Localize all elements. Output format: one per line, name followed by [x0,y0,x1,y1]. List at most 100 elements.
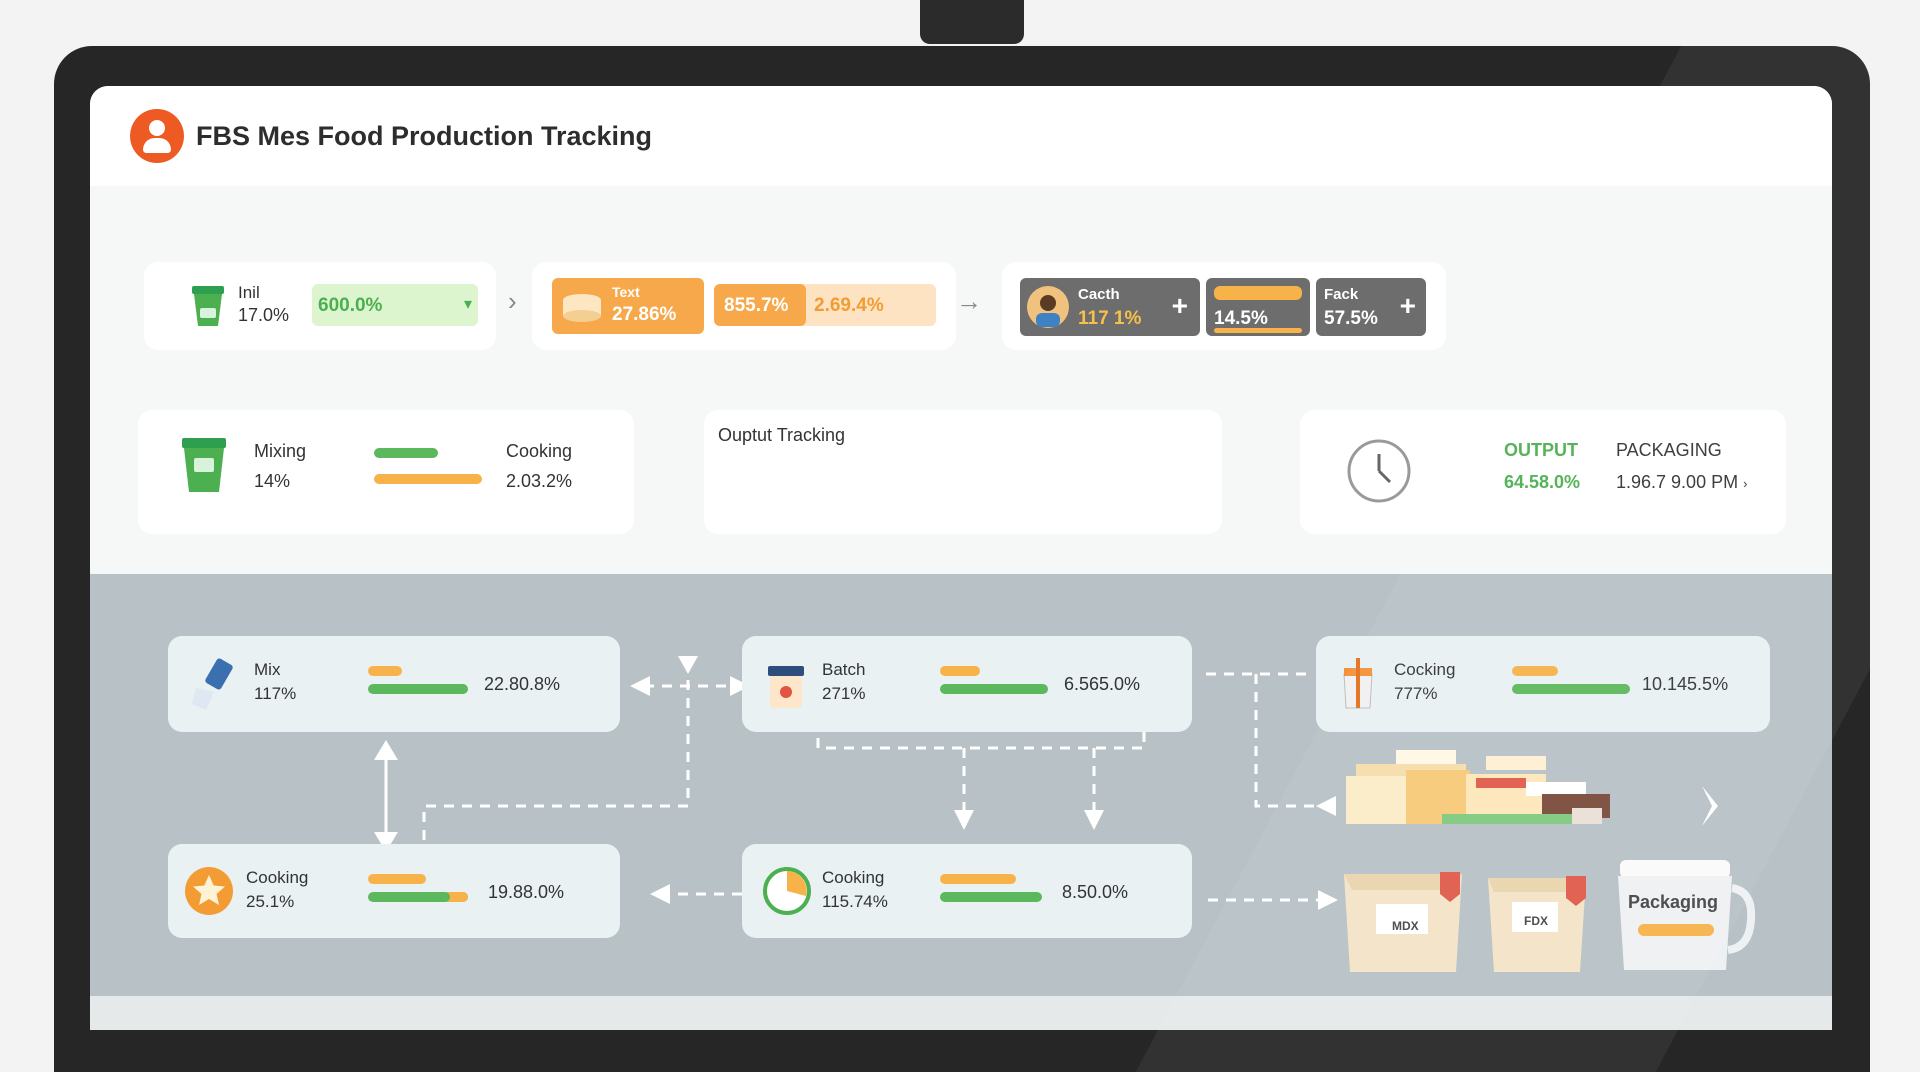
fack-label: Fack [1324,286,1359,303]
cooking-a-label: Cooking [246,868,309,887]
mid-chip-top-bar [1214,286,1302,300]
text-bar-right-value: 2.69.4% [814,295,884,316]
star-icon [185,867,233,915]
screen: FBS Mes Food Production Tracking Inil 17… [90,86,1832,1030]
text-chip-value: 27.86% [612,304,677,325]
cocking-pct: 777% [1394,684,1438,703]
cooking-b-label: Cooking [822,868,885,887]
chevron-right-icon: › [508,286,517,316]
avatar-icon [1027,286,1069,328]
mixing-label: Mixing [254,441,307,461]
catch-card[interactable]: Cacth 117 1% + 14.5% Fack 57.5% + [1002,262,1446,350]
cooking-b-orange-bar [940,874,1016,884]
packaging-value-text: 1.96.7 9.00 PM [1616,472,1739,492]
batch-pct: 271% [822,684,866,703]
inil-label: Inil [238,283,260,302]
cooking-a-card[interactable]: Cooking 25.1% 19.88.0% [168,844,620,938]
bucket-icon [192,286,224,326]
output-value: 64.58.0% [1504,472,1581,492]
output-tracking-title: Ouptut Tracking [718,425,846,445]
fdx-bag-icon [1488,876,1586,972]
packaging-value-suffix: › [1743,476,1748,491]
cooking-value: 2.03.2% [506,471,573,491]
packaging-label: PACKAGING [1616,440,1722,460]
text-chip-label: Text [612,284,640,300]
mixing-value: 14% [254,471,291,491]
cooking-label: Cooking [506,441,573,461]
fdx-bag-label: FDX [1524,914,1548,928]
cocking-green-bar [1512,684,1630,694]
monitor-bezel: FBS Mes Food Production Tracking Inil 17… [54,46,1870,1072]
mix-green-bar [368,684,468,694]
packaging-jar-label: Packaging [1628,892,1719,912]
mid-chip[interactable]: 14.5% [1206,278,1310,336]
cooking-b-pct: 115.74% [822,892,888,911]
mix-card[interactable]: Mix 117% 22.80.8% [168,636,620,732]
pie-timer-icon [763,867,811,915]
mix-pct: 117% [254,684,297,703]
process-panel: Mix 117% 22.80.8% Batch 271% [90,574,1832,996]
bucket-icon [182,438,226,492]
cooking-a-green-bar [368,892,468,902]
cocking-card[interactable]: Cocking 777% 10.145.5% [1316,636,1770,732]
cooking-a-pct: 25.1% [246,892,295,911]
batch-orange-bar [940,666,980,676]
mdx-bag-icon [1344,872,1462,972]
text-bar-left [714,284,806,326]
cooking-b-card[interactable]: Cooking 115.74% 8.50.0% [742,844,1192,938]
cooking-b-value: 8.50.0% [1062,882,1129,902]
cocking-value: 10.145.5% [1642,674,1729,694]
flow-connectors [374,656,1718,910]
mix-label: Mix [254,660,281,679]
cooking-progress-bar [374,474,482,484]
panel-footer [90,996,1832,1030]
inil-badge[interactable]: 600.0% ▾ [312,284,478,326]
mixing-card[interactable]: Mixing 14% Cooking 2.03.2% [138,410,634,534]
app-title: FBS Mes Food Production Tracking [196,120,653,151]
text-chip[interactable]: Text 27.86% [552,278,704,334]
mix-value: 22.80.8% [484,674,561,694]
fack-chip[interactable]: Fack 57.5% + [1316,278,1426,336]
spatula-icon [192,658,233,710]
inil-card[interactable]: Inil 17.0% 600.0% ▾ [144,262,496,350]
mdx-bag-label: MDX [1392,919,1419,933]
batch-green-bar [940,684,1048,694]
mixing-progress-bar [374,448,438,458]
catch-value: 117 1% [1078,308,1142,329]
text-bar-mid-value: 855.7% [724,295,789,316]
fack-value: 57.5% [1324,308,1378,329]
mid-chip-bottom-bar [1214,328,1302,333]
plus-icon[interactable]: + [1171,290,1188,321]
catch-chip[interactable]: Cacth 117 1% + [1020,278,1200,336]
arrow-down-icon: ▾ [463,296,472,313]
user-logo-icon[interactable] [130,109,184,163]
output-tracking-card[interactable]: Ouptut Tracking [704,410,1222,534]
batch-value: 6.565.0% [1064,674,1141,694]
batch-card[interactable]: Batch 271% 6.565.0% [742,636,1192,732]
cooking-b-green-bar [940,892,1042,902]
text-card[interactable]: Text 27.86% 855.7% 2.69.4% [532,262,956,350]
jar-icon [768,666,804,708]
inil-badge-value: 600.0% [318,295,383,316]
cocking-orange-bar [1512,666,1558,676]
inil-value: 17.0% [238,305,290,325]
text-bar[interactable]: 855.7% 2.69.4% [714,284,936,326]
catch-label: Cacth [1078,286,1120,303]
output-label: OUTPUT [1504,440,1578,460]
plus-icon[interactable]: + [1399,290,1416,321]
bottle-icon [1343,658,1373,709]
cooking-a-value: 19.88.0% [488,882,565,902]
packaging-jar-icon [1618,860,1756,970]
output-packaging-card[interactable]: OUTPUT 64.58.0% PACKAGING 1.96.7 9.00 PM… [1300,410,1786,534]
arrow-right-icon: → [956,286,982,316]
packaging-value: 1.96.7 9.00 PM › [1616,472,1747,493]
batch-label: Batch [822,660,866,679]
cooking-a-orange-bar [368,874,426,884]
product-stack-icon [1346,750,1610,824]
cocking-label: Cocking [1394,660,1456,679]
mid-chip-value: 14.5% [1214,308,1268,329]
clock-icon [1347,439,1411,503]
title-bar: FBS Mes Food Production Tracking [90,86,1832,186]
mix-orange-bar [368,666,402,676]
